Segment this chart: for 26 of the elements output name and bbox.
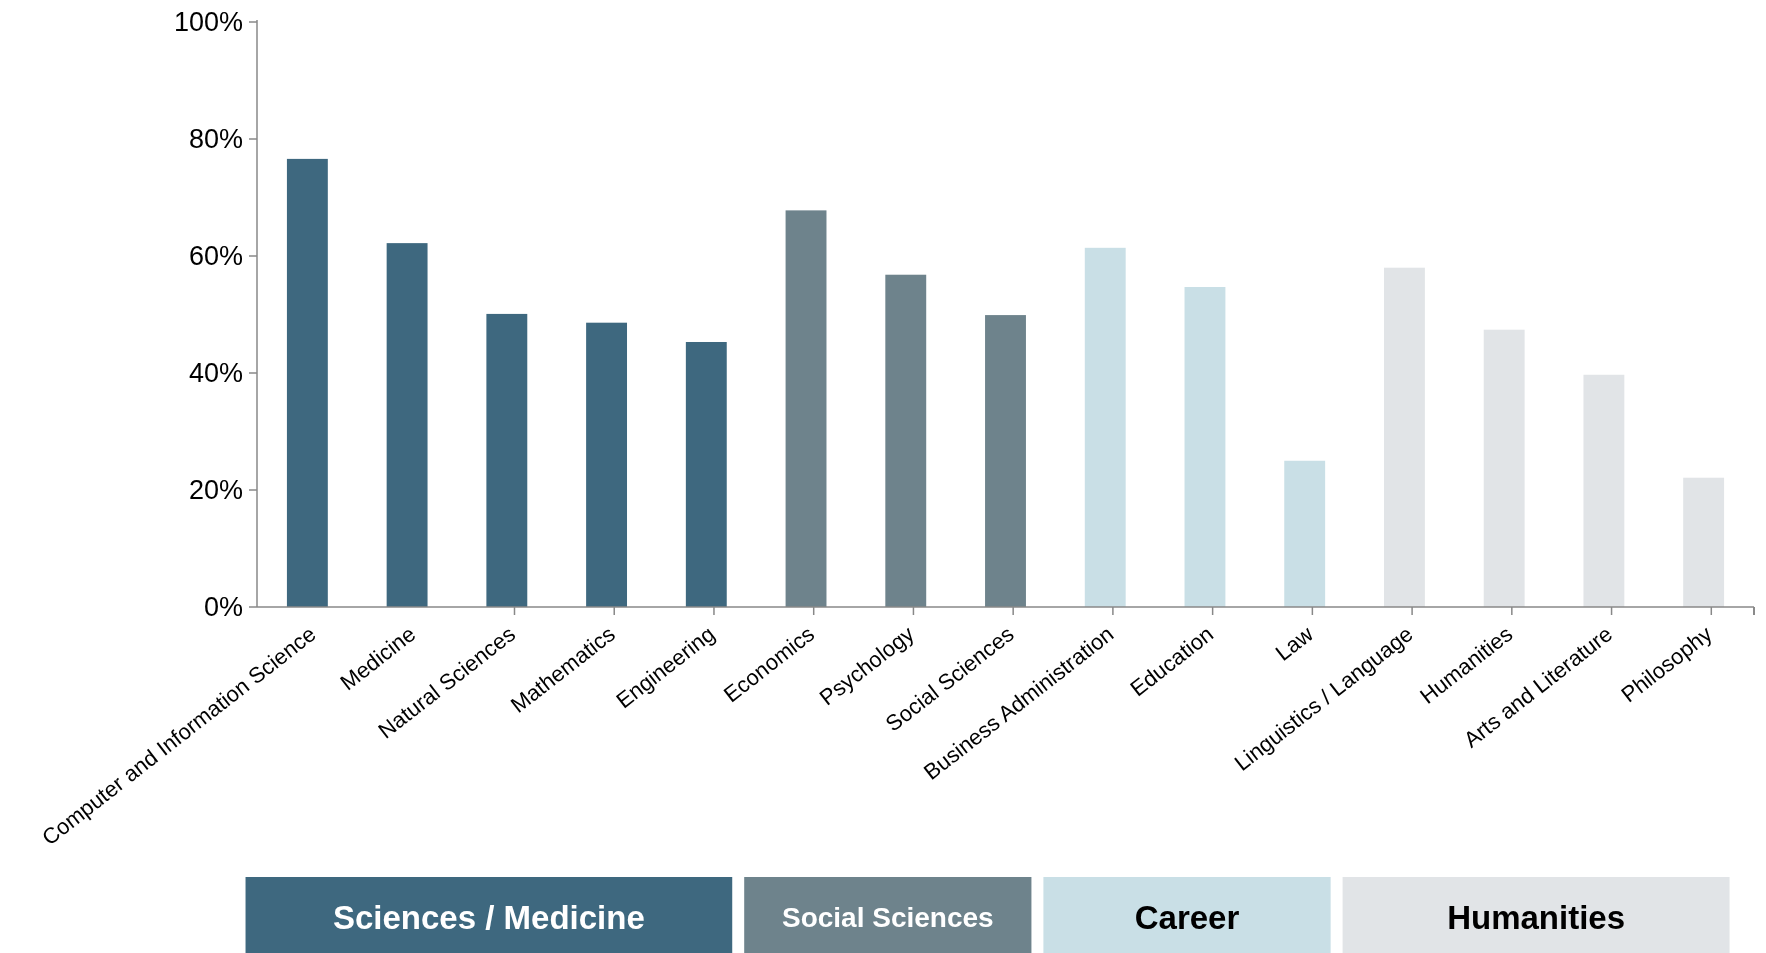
text: Humanities (1447, 898, 1626, 936)
bar (1184, 287, 1226, 607)
text: Sciences / Medicine (332, 898, 645, 936)
bar (486, 313, 528, 607)
y-tick-label: 0% (203, 592, 243, 623)
bar (885, 274, 927, 607)
bar (1683, 477, 1725, 607)
bar (1483, 329, 1525, 607)
y-tick-label: 60% (188, 241, 243, 272)
bar (985, 315, 1026, 607)
bar (1084, 247, 1126, 607)
bar (386, 243, 428, 607)
bar (785, 210, 827, 607)
bar (586, 322, 628, 607)
bar (1583, 374, 1625, 607)
bar (685, 342, 727, 607)
bar (1383, 267, 1425, 607)
text: Social Sciences (781, 901, 994, 933)
bar (286, 158, 328, 607)
y-tick-label: 100% (173, 7, 243, 38)
y-tick-label: 20% (188, 475, 243, 506)
x-tick-label: Law (1270, 621, 1318, 666)
y-tick-label: 80% (188, 124, 243, 155)
bar (1284, 460, 1326, 607)
text: Career (1134, 898, 1240, 936)
y-tick-label: 40% (188, 358, 243, 389)
